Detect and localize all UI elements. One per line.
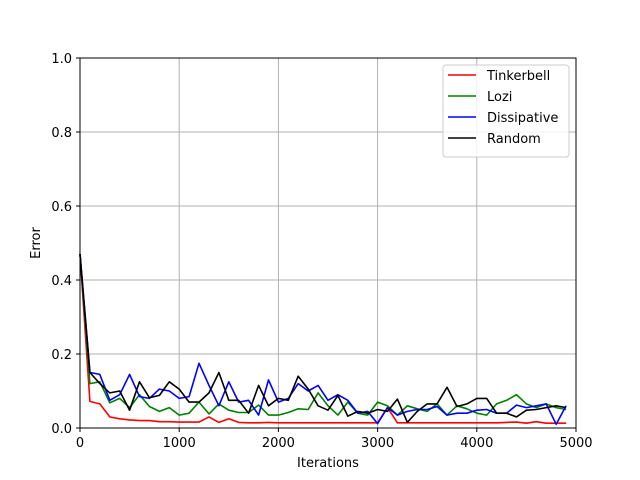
x-tick-label: 5000 (559, 436, 592, 451)
y-tick-label: 0.4 (51, 274, 72, 289)
x-axis-label: Iterations (297, 456, 359, 471)
y-axis-label: Error (29, 227, 44, 259)
legend-label-lozi: Lozi (487, 90, 512, 105)
series-line-dissipative (79, 254, 567, 426)
legend-label-random: Random (487, 132, 541, 147)
x-tick-label: 3000 (361, 436, 394, 451)
series-line-tinkerbell (79, 254, 567, 425)
plot-area-frame (79, 57, 577, 429)
x-tick-label: 1000 (163, 436, 196, 451)
x-tick-label: 0 (76, 436, 84, 451)
series-line-lozi (79, 254, 567, 416)
x-tick-label: 4000 (460, 436, 493, 451)
series-lines (79, 254, 567, 426)
legend: Tinkerbell Lozi Dissipative Random (442, 64, 570, 158)
series-line-random (79, 254, 567, 424)
legend-box (442, 64, 570, 158)
legend-label-tinkerbell: Tinkerbell (486, 69, 550, 84)
y-tick-label: 1.0 (51, 52, 72, 67)
axis-ticks: 0 1000 2000 3000 4000 5000 0.0 0.2 0.4 0.6 0.8 1.0 (51, 52, 592, 451)
x-tick-label: 2000 (262, 436, 295, 451)
y-tick-label: 0.0 (51, 422, 72, 437)
legend-label-dissipative: Dissipative (487, 111, 558, 126)
y-tick-label: 0.8 (51, 126, 72, 141)
y-tick-label: 0.6 (51, 200, 72, 215)
y-tick-label: 0.2 (51, 348, 72, 363)
